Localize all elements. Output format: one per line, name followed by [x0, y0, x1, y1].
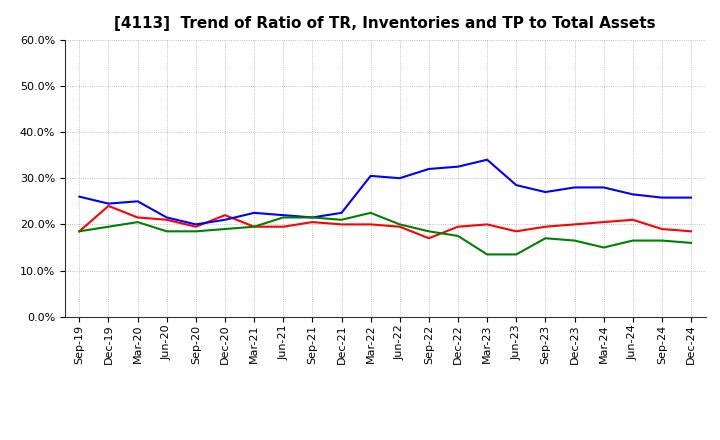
Inventories [279, 213, 287, 218]
Trade Payables [570, 238, 579, 243]
Inventories [163, 215, 171, 220]
Trade Payables [599, 245, 608, 250]
Trade Receivables [133, 215, 142, 220]
Inventories [75, 194, 84, 199]
Inventories [483, 157, 492, 162]
Trade Payables [75, 229, 84, 234]
Inventories [250, 210, 258, 216]
Inventories [220, 217, 229, 222]
Line: Inventories: Inventories [79, 160, 691, 224]
Inventories [133, 198, 142, 204]
Trade Receivables [192, 224, 200, 229]
Trade Receivables [541, 224, 550, 229]
Trade Receivables [279, 224, 287, 229]
Trade Payables [687, 240, 696, 246]
Inventories [512, 183, 521, 188]
Trade Payables [308, 215, 317, 220]
Inventories [337, 210, 346, 216]
Inventories [192, 222, 200, 227]
Trade Payables [395, 222, 404, 227]
Trade Receivables [454, 224, 462, 229]
Trade Receivables [395, 224, 404, 229]
Trade Payables [657, 238, 666, 243]
Trade Payables [104, 224, 113, 229]
Line: Trade Payables: Trade Payables [79, 213, 691, 254]
Trade Receivables [687, 229, 696, 234]
Trade Payables [425, 229, 433, 234]
Inventories [395, 176, 404, 181]
Trade Payables [220, 226, 229, 231]
Trade Receivables [570, 222, 579, 227]
Trade Receivables [425, 235, 433, 241]
Trade Payables [629, 238, 637, 243]
Inventories [657, 195, 666, 200]
Trade Receivables [75, 229, 84, 234]
Trade Payables [192, 229, 200, 234]
Inventories [570, 185, 579, 190]
Trade Payables [250, 224, 258, 229]
Inventories [308, 215, 317, 220]
Trade Payables [337, 217, 346, 222]
Inventories [629, 192, 637, 197]
Trade Receivables [512, 229, 521, 234]
Trade Receivables [657, 226, 666, 231]
Trade Payables [541, 235, 550, 241]
Trade Receivables [308, 220, 317, 225]
Trade Receivables [250, 224, 258, 229]
Inventories [366, 173, 375, 179]
Trade Payables [279, 215, 287, 220]
Trade Receivables [104, 203, 113, 209]
Line: Trade Receivables: Trade Receivables [79, 206, 691, 238]
Inventories [454, 164, 462, 169]
Trade Receivables [599, 220, 608, 225]
Trade Receivables [629, 217, 637, 222]
Trade Receivables [163, 217, 171, 222]
Title: [4113]  Trend of Ratio of TR, Inventories and TP to Total Assets: [4113] Trend of Ratio of TR, Inventories… [114, 16, 656, 32]
Trade Payables [133, 220, 142, 225]
Trade Receivables [483, 222, 492, 227]
Inventories [599, 185, 608, 190]
Inventories [425, 166, 433, 172]
Trade Payables [163, 229, 171, 234]
Trade Receivables [366, 222, 375, 227]
Trade Payables [366, 210, 375, 216]
Trade Payables [483, 252, 492, 257]
Trade Receivables [220, 213, 229, 218]
Inventories [104, 201, 113, 206]
Trade Payables [512, 252, 521, 257]
Inventories [541, 189, 550, 194]
Trade Receivables [337, 222, 346, 227]
Inventories [687, 195, 696, 200]
Trade Payables [454, 233, 462, 238]
